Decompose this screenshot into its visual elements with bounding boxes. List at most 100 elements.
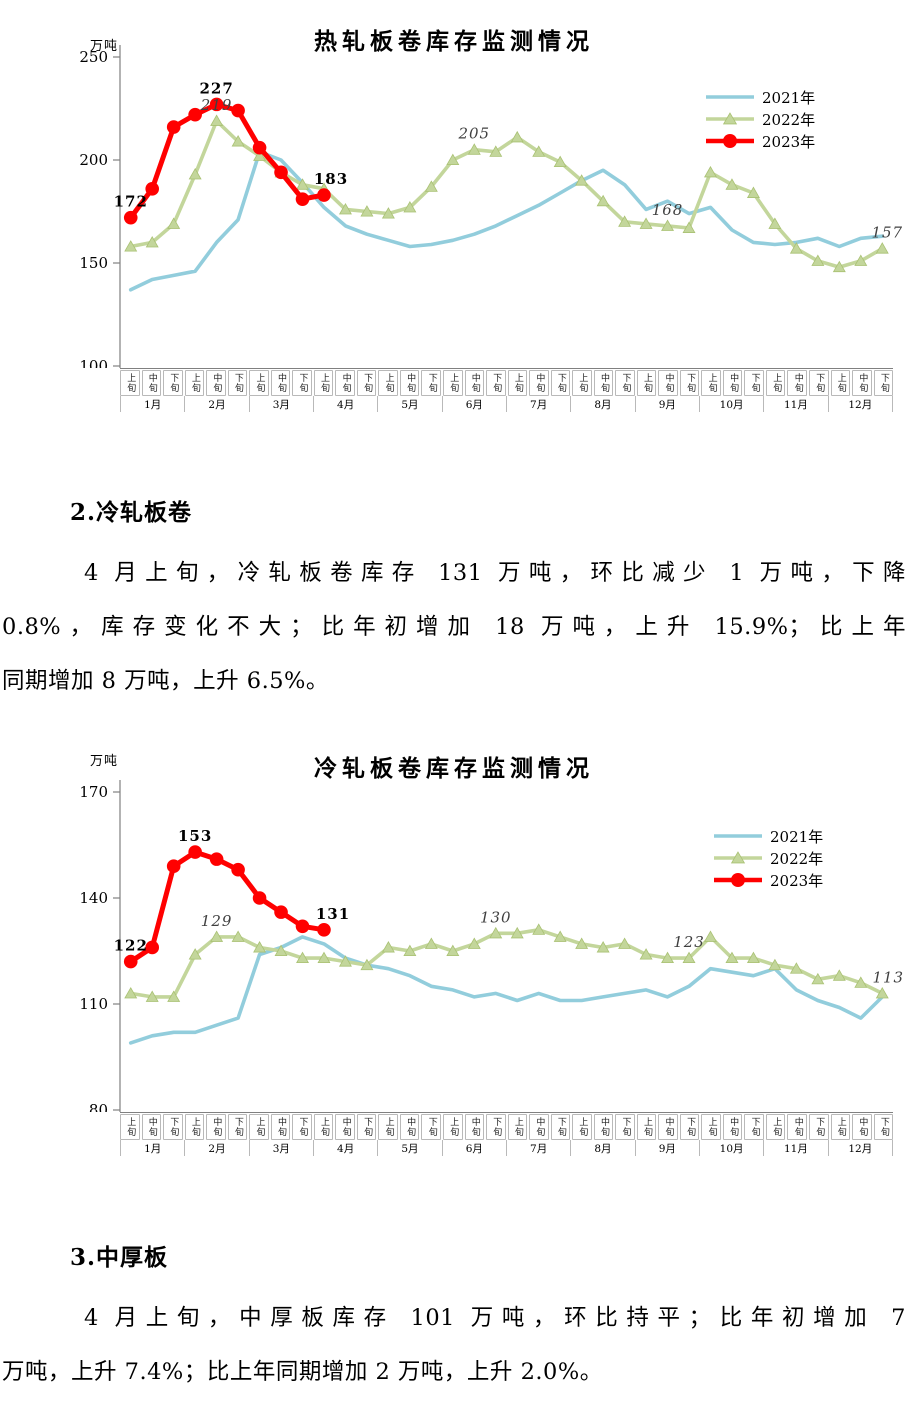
period-cell: 上旬 [120,1114,140,1140]
period-cell: 中旬 [141,370,162,396]
period-cell: 下旬 [809,1114,829,1140]
triangle-marker [338,955,352,967]
triangle-marker [188,168,202,180]
period-cell: 上旬 [830,370,851,396]
period-cell: 下旬 [163,1114,183,1140]
period-cell: 中旬 [658,370,678,396]
period-cell: 下旬 [421,370,441,396]
triangle-marker [360,205,374,217]
triangle-marker [596,194,610,207]
period-cell: 中旬 [206,370,226,396]
period-cell: 下旬 [163,370,183,396]
triangle-marker [403,944,417,956]
triangle-marker [682,221,696,233]
circle-marker [295,919,310,934]
paragraph-line: 万吨，上升 7.4%；比上年同期增加 2 万吨，上升 2.0%。 [2,1359,603,1385]
period-cell: 下旬 [227,370,248,396]
category-axis: 上旬 中旬 下旬 上旬 中旬 下旬 上旬 中旬 下旬 上旬 中旬 下旬 上旬 中旬 下旬 上旬 中旬 下旬 上旬 中旬… [120,1112,894,1156]
triangle-marker [618,215,632,227]
y-axis-tick-label: 100 [79,357,108,368]
data-label: 205 [457,125,490,143]
triangle-marker [338,203,352,215]
month-label: 3月 [250,1140,314,1156]
triangle-marker [381,941,395,953]
period-cell: 上旬 [442,1114,463,1140]
plot-area: 100 150 200 250 219 205 168 157 172 227 183 [79,45,902,368]
period-cell: 中旬 [722,370,743,396]
triangle-marker [360,958,374,971]
period-cell: 中旬 [270,1114,291,1140]
triangle-marker [854,976,868,988]
period-cell: 下旬 [679,370,700,396]
triangle-marker [145,990,159,1002]
triangle-marker [854,254,868,266]
circle-marker [188,845,202,859]
circle-marker [209,97,224,112]
legend-label: 2023年 [770,871,824,890]
period-cell: 上旬 [378,370,398,396]
period-cell: 上旬 [572,370,592,396]
period-cell: 下旬 [615,1114,635,1140]
chart-legend: 2021年 2022年 2023年 [712,825,823,891]
period-cell: 中旬 [270,370,291,396]
triangle-marker [467,937,481,949]
cold-rolled-inventory-chart: 万吨 冷轧板卷库存监测情况 80 110 140 170 129 130 123 113 122… [0,745,908,1165]
paragraph-line: 同期增加 8 万吨，上升 6.5%。 [2,668,329,694]
circle-marker [145,182,160,196]
triangle-marker [722,112,738,125]
triangle-marker [467,143,481,155]
y-axis-tick-label: 150 [79,254,108,272]
month-label: 5月 [378,1140,443,1156]
triangle-marker [253,149,267,161]
period-cell: 中旬 [658,1114,678,1140]
triangle-marker [317,951,331,964]
triangle-marker [167,990,181,1002]
period-cell: 下旬 [744,370,764,396]
section-heading-medium-plate: 3.中厚板 [70,1244,169,1271]
month-axis-row: 1月 2月 3月 4月 5月 6月 7月 8月 9月 10月 11月 12月 [120,396,893,412]
month-label: 8月 [571,396,636,412]
period-cell: 上旬 [184,1114,205,1140]
legend-item-2023年: 2023年 [712,869,823,891]
circle-marker [188,107,202,122]
data-label: 183 [314,170,348,188]
triangle-marker [789,962,803,974]
circle-marker [123,210,138,225]
legend-swatch [714,834,762,838]
triangle-marker [188,948,202,960]
period-cell: 中旬 [593,370,614,396]
legend-swatch [714,873,762,887]
triangle-marker [618,937,632,949]
circle-marker [295,192,310,206]
chart-legend: 2021年 2022年 2023年 [704,86,815,152]
legend-item-2021年: 2021年 [704,86,815,108]
triangle-marker [811,972,825,985]
category-axis: 上旬 中旬 下旬 上旬 中旬 下旬 上旬 中旬 下旬 上旬 中旬 下旬 上旬 中旬 下旬 上旬 中旬 下旬 上旬 中旬… [120,368,894,412]
month-label: 3月 [250,396,314,412]
legend-swatch [706,95,754,99]
period-cell: 上旬 [313,1114,334,1140]
period-cell: 上旬 [507,1114,528,1140]
triangle-marker [381,207,395,219]
y-axis-tick-label: 110 [79,995,108,1013]
triangle-marker [124,240,138,252]
period-cell: 上旬 [572,1114,592,1140]
circle-marker [317,188,331,202]
paragraph-line: 4 月上旬，冷轧板卷库存 131 万吨，环比减少 1 万吨，下降 [84,560,906,586]
period-cell: 中旬 [593,1114,614,1140]
triangle-marker [231,930,245,942]
paragraph-line: 4 月上旬，中厚板库存 101 万吨，环比持平；比年初增加 7 [84,1305,906,1331]
period-cell: 上旬 [378,1114,398,1140]
paragraph-cold-rolled: 4 月上旬，冷轧板卷库存 131 万吨，环比减少 1 万吨，下降 0.8%，库存… [0,546,908,708]
triangle-marker [231,135,245,147]
period-cell: 下旬 [486,1114,506,1140]
y-axis-unit-label: 万吨 [90,754,119,769]
triangle-marker [832,260,846,273]
triangle-marker [639,217,653,229]
triangle-marker [730,851,746,864]
month-label: 12月 [829,1140,893,1156]
month-axis-row: 1月 2月 3月 4月 5月 6月 7月 8月 9月 10月 11月 12月 [120,1140,893,1156]
month-label: 10月 [700,1140,765,1156]
triangle-marker [575,174,589,186]
